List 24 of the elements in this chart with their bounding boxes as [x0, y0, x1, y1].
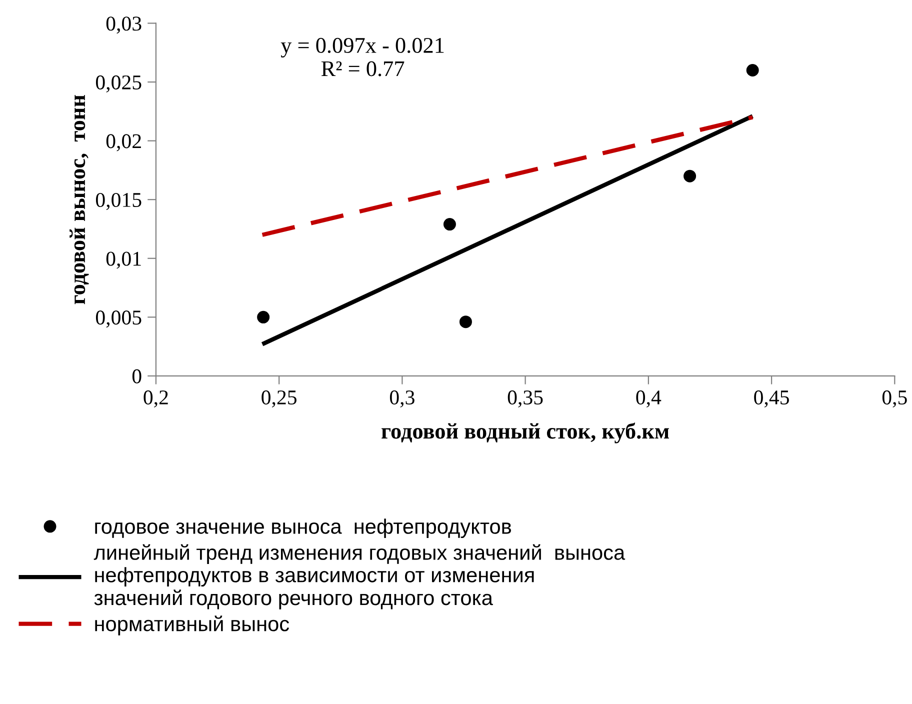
y-tick-label: 0,025	[96, 75, 142, 92]
x-tick-label: 0,25	[262, 390, 296, 408]
point	[746, 64, 759, 77]
point	[257, 310, 270, 324]
y-tick-label: 0,01	[106, 252, 141, 269]
x-tick-label: 0,4	[636, 390, 662, 408]
x-tick-label: 0,45	[754, 390, 789, 408]
y-axis-title: годовой вынос, тонн	[70, 95, 89, 304]
x-tick-label: 0,3	[390, 390, 414, 408]
x-tick-label: 0,5	[882, 390, 907, 408]
y-tick-label: 0,03	[106, 16, 142, 34]
legend-label: годовое значение выноса нефтепродуктов	[95, 518, 511, 538]
legend-label: нормативный вынос	[95, 616, 290, 636]
y-tick-label: 0	[132, 369, 142, 384]
point	[459, 316, 472, 328]
point	[443, 218, 456, 231]
y-tick-label: 0,015	[96, 192, 142, 210]
y-tick-label: 0,005	[96, 310, 142, 328]
x-axis-title: годовой водный сток, куб.км	[382, 422, 669, 444]
x-tick-label: 0,2	[144, 390, 168, 408]
annotation: y = 0.097x - 0.021 R² = 0.77	[280, 38, 444, 76]
x-tick-label: 0,35	[508, 390, 543, 408]
point	[684, 170, 696, 182]
y-tick-label: 0,02	[106, 134, 141, 152]
